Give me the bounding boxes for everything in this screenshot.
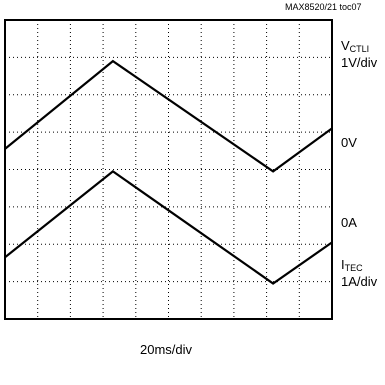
i-channel-label: ITEC bbox=[341, 257, 363, 276]
trace-vctli bbox=[4, 59, 333, 173]
traces bbox=[4, 59, 333, 285]
figure-id: MAX8520/21 toc07 bbox=[285, 2, 362, 12]
v-channel-label: VCTLI bbox=[341, 38, 369, 57]
zero-v-marker: 0V bbox=[341, 135, 357, 150]
v-channel-sub: CTLI bbox=[349, 44, 370, 54]
zero-a-marker: 0A bbox=[341, 215, 357, 230]
i-channel-scale: 1A/div bbox=[341, 274, 378, 289]
i-channel-sub: TEC bbox=[344, 263, 363, 273]
v-channel-scale: 1V/div bbox=[341, 55, 378, 70]
x-scale-label: 20ms/div bbox=[140, 342, 193, 357]
v-channel-name: V bbox=[341, 38, 350, 53]
i-channel-name: I bbox=[341, 257, 345, 272]
trace-itec bbox=[4, 170, 333, 285]
